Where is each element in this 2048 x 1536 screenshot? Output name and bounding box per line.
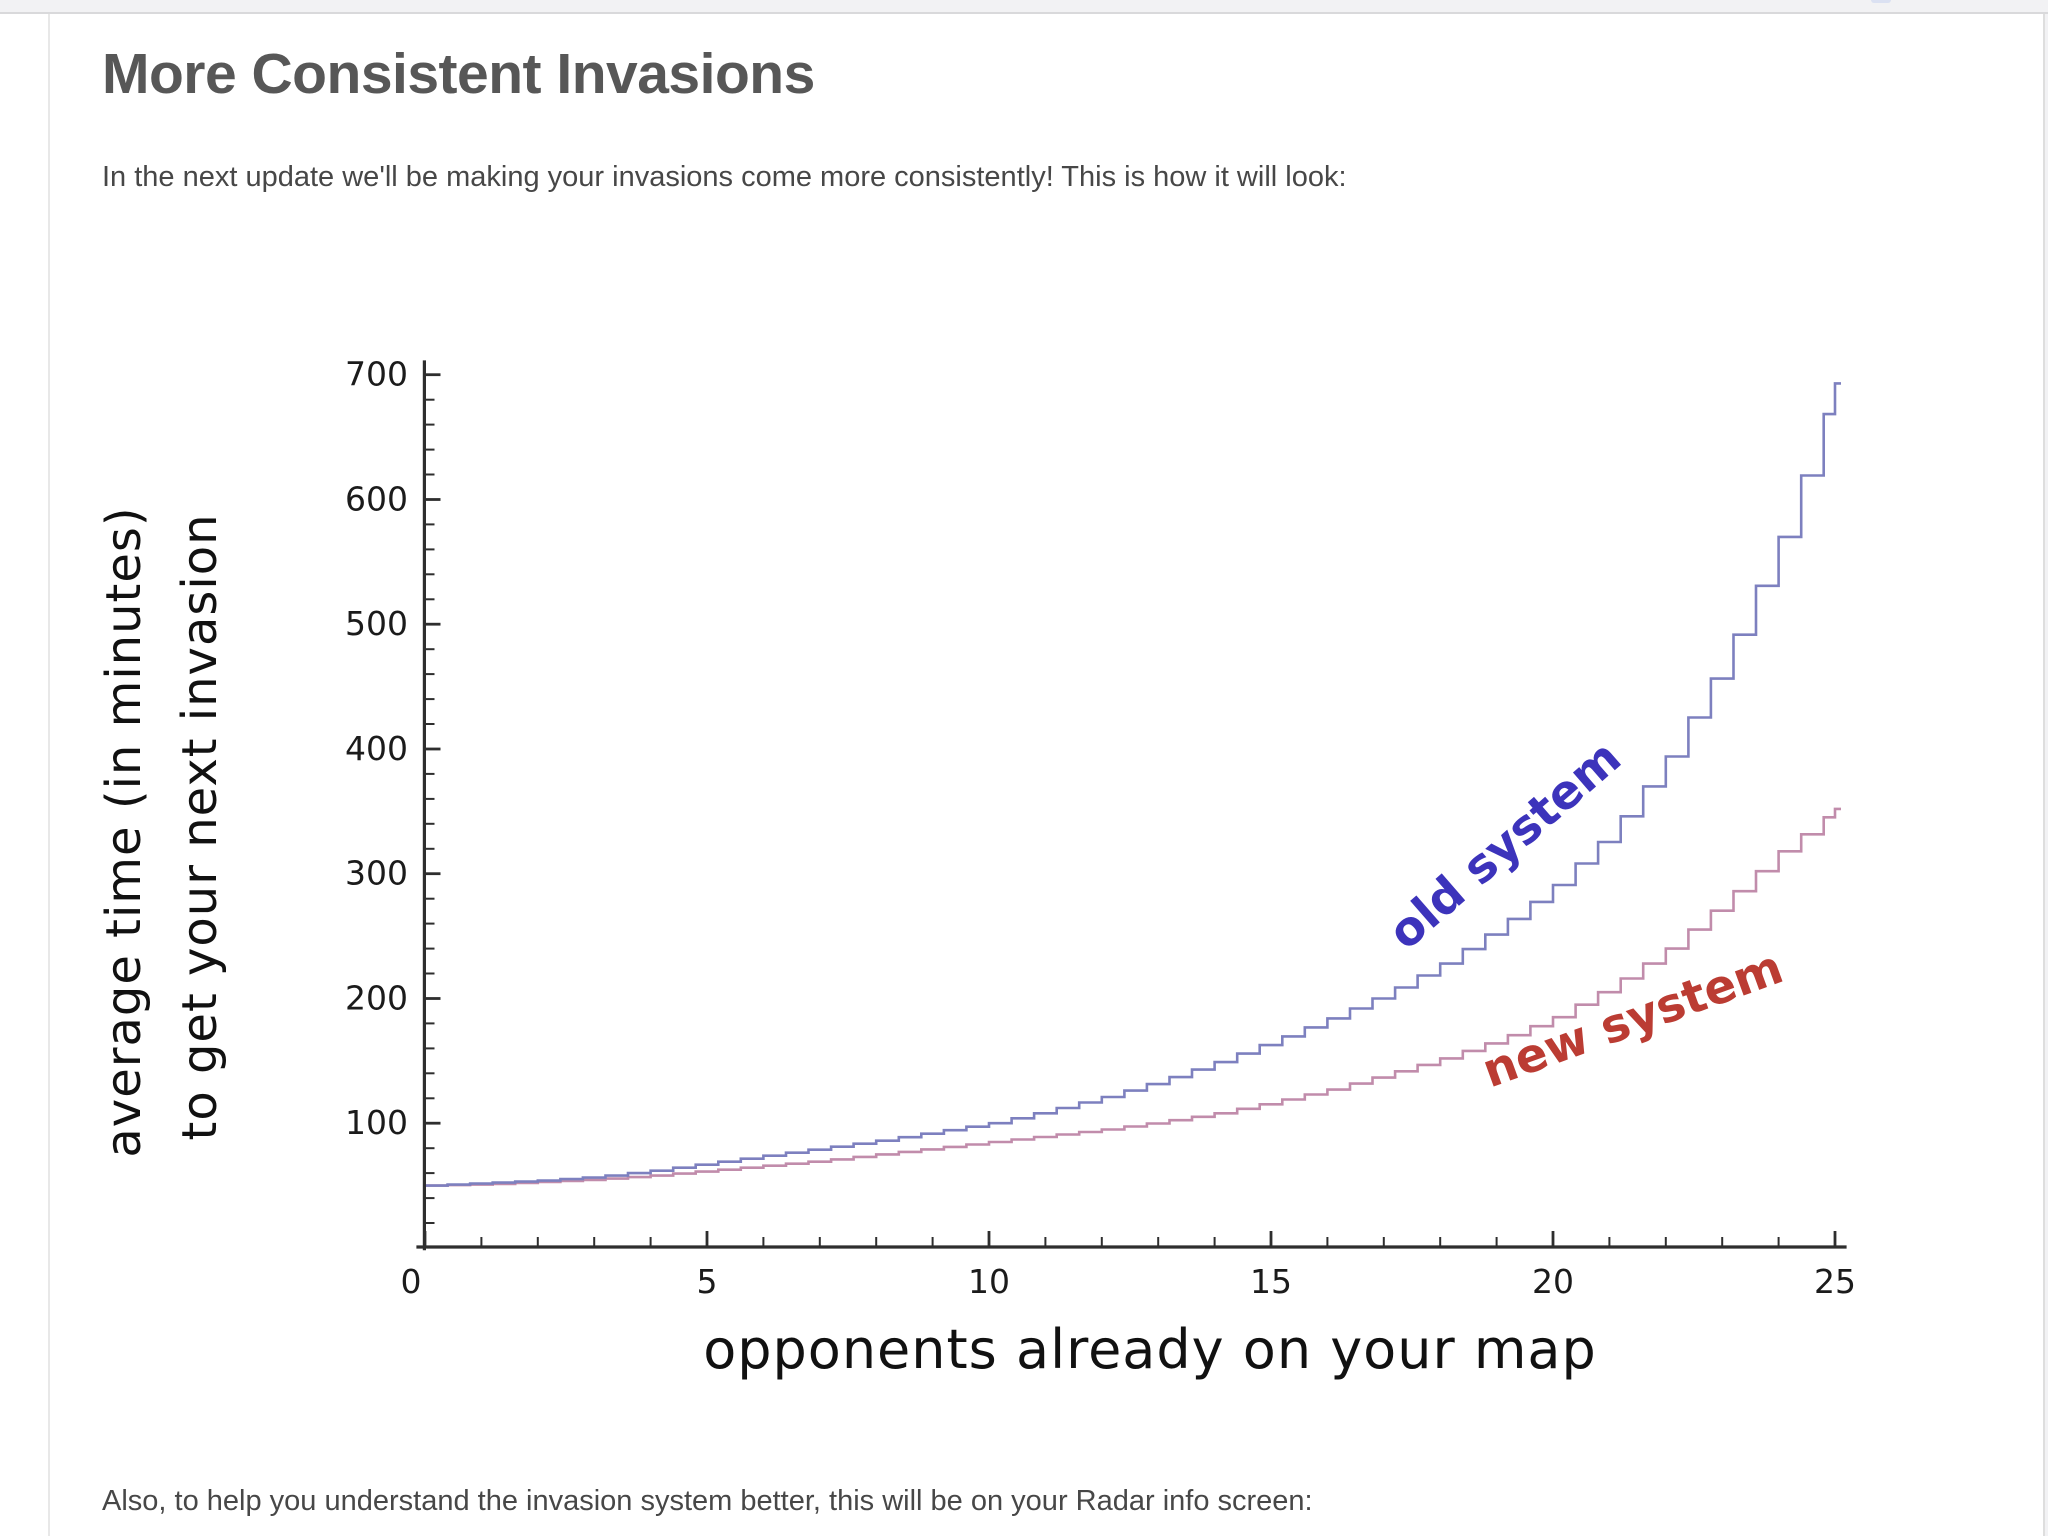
x-tick-label: 0 xyxy=(401,1262,422,1301)
outro-paragraph: Also, to help you understand the invasio… xyxy=(102,1485,1313,1517)
left-divider xyxy=(48,14,50,1536)
x-axis-tick-labels: 0 5 10 15 20 25 xyxy=(401,1262,1857,1301)
x-tick-label: 25 xyxy=(1814,1262,1856,1301)
y-axis-ticks xyxy=(425,373,441,1224)
y-tick-label: 600 xyxy=(345,480,408,519)
intro-paragraph: In the next update we'll be making your … xyxy=(102,161,1347,193)
y-axis-tick-labels: 100 200 300 400 500 600 700 xyxy=(345,355,408,1142)
y-tick-label: 300 xyxy=(345,854,408,893)
new-system-curve-label: new system xyxy=(1475,940,1790,1099)
x-tick-label: 20 xyxy=(1532,1262,1574,1301)
x-axis-title: opponents already on your map xyxy=(703,1318,1597,1381)
old-system-curve-label: old system xyxy=(1378,730,1632,961)
y-tick-label: 500 xyxy=(345,604,408,643)
y-tick-label: 400 xyxy=(345,729,408,768)
y-axis-title-line1: average time (in minutes) xyxy=(96,506,152,1157)
chart-curves xyxy=(425,382,1841,1187)
curve-old-system xyxy=(425,382,1841,1187)
y-tick-label: 200 xyxy=(345,979,408,1018)
page-right-margin xyxy=(2045,14,2048,1536)
curve-new-system xyxy=(425,807,1841,1187)
x-axis-ticks xyxy=(423,1231,1837,1246)
y-tick-label: 700 xyxy=(345,355,408,394)
right-divider xyxy=(2043,14,2045,1536)
x-tick-label: 10 xyxy=(968,1262,1010,1301)
tab-indicator xyxy=(1871,0,1891,3)
y-axis-title-line2: to get your next invasion xyxy=(172,513,228,1140)
x-tick-label: 5 xyxy=(697,1262,718,1301)
y-tick-label: 100 xyxy=(345,1103,408,1142)
x-tick-label: 15 xyxy=(1250,1262,1292,1301)
page-title: More Consistent Invasions xyxy=(102,42,815,106)
browser-top-strip xyxy=(0,0,2048,14)
